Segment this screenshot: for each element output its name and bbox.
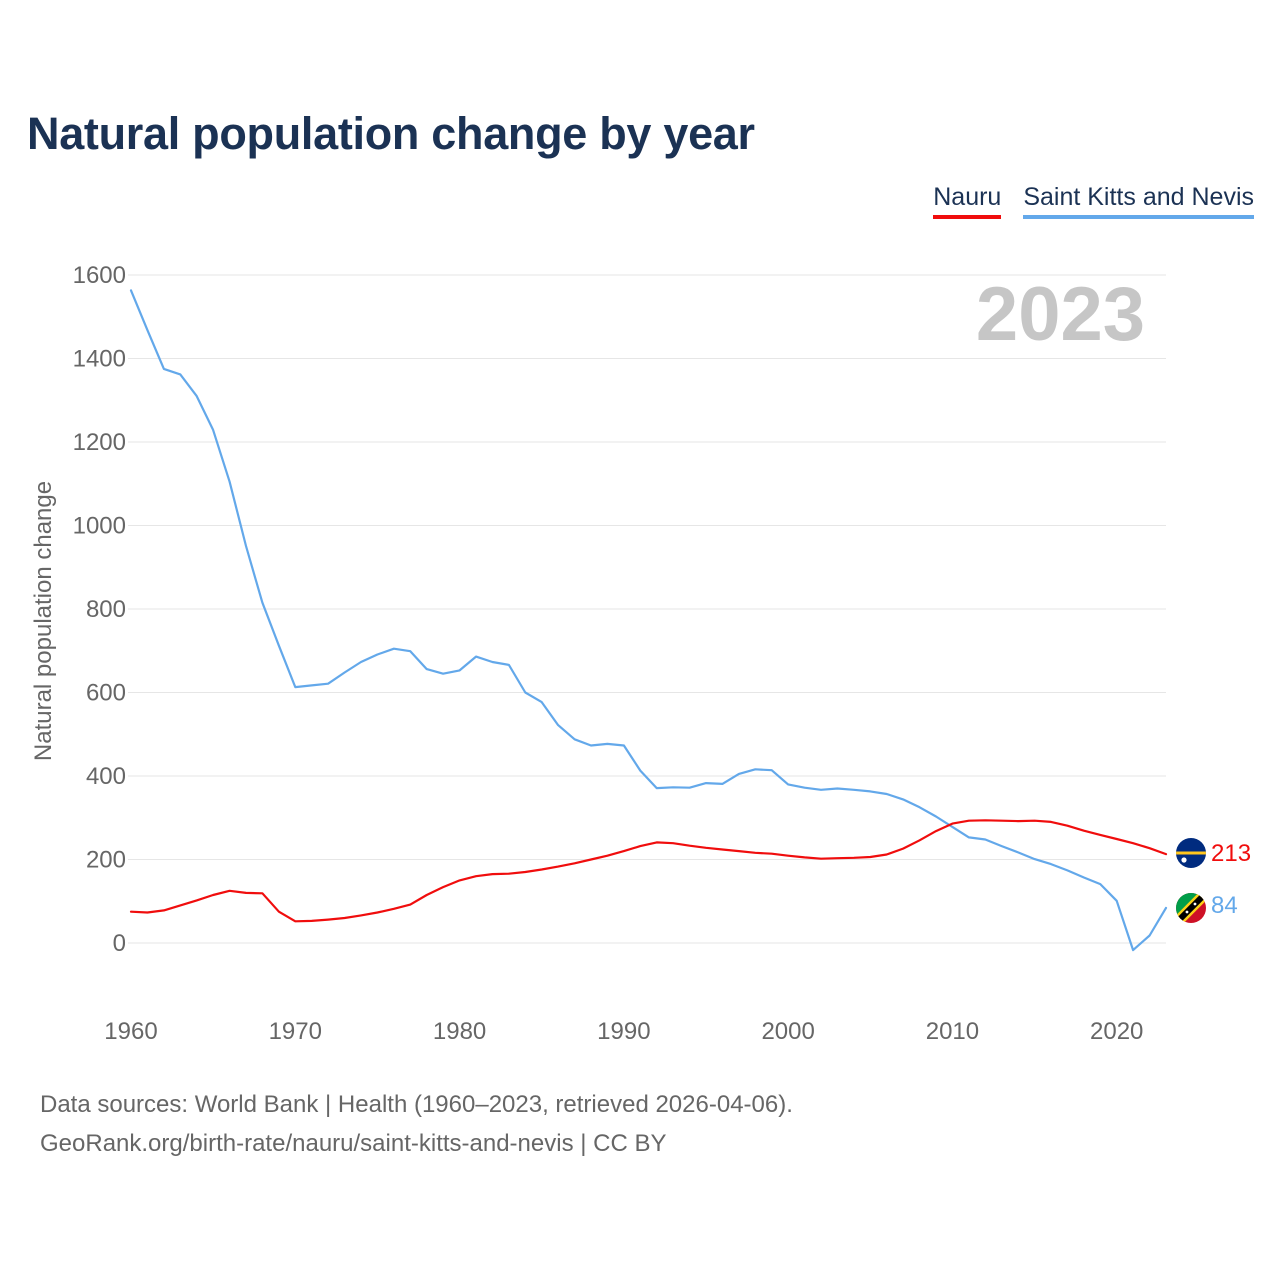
y-tick-label: 1000 [73, 513, 126, 540]
legend-item-nauru[interactable]: Nauru [933, 182, 1002, 219]
chart-title: Natural population change by year [27, 108, 755, 159]
series-line-nauru [129, 819, 1168, 923]
source-link[interactable]: GeoRank.org/birth-rate/nauru/saint-kitts… [40, 1130, 667, 1157]
y-tick-label: 800 [86, 596, 126, 623]
y-tick-label: 1200 [73, 429, 126, 456]
y-tick-label: 1600 [73, 262, 126, 289]
nauru-flag-icon [1176, 838, 1206, 868]
footer: Data sources: World Bank | Health (1960–… [40, 1085, 793, 1163]
x-tick-label: 1980 [433, 1018, 486, 1045]
end-value-label-saint-kitts-and-nevis: 84 [1211, 892, 1238, 919]
x-tick-label: 1970 [269, 1018, 322, 1045]
data-source-text: Data sources: World Bank | Health (1960–… [40, 1091, 793, 1118]
y-tick-label: 400 [86, 763, 126, 790]
y-axis-title: Natural population change [30, 481, 57, 761]
saint-kitts-and-nevis-flag-icon [1176, 893, 1206, 923]
grid-lines [128, 274, 1166, 944]
y-tick-label: 1400 [73, 346, 126, 373]
x-tick-label: 1990 [597, 1018, 650, 1045]
y-tick-label: 600 [86, 680, 126, 707]
y-axis-ticks: 0 200 400 600 800 1000 1200 1400 1600 [73, 262, 126, 957]
series-line-saint-kitts-and-nevis [129, 289, 1168, 952]
y-tick-label: 200 [86, 847, 126, 874]
legend: Nauru Saint Kitts and Nevis [933, 182, 1254, 219]
x-axis-ticks: 1960 1970 1980 1990 2000 2010 2020 [104, 1018, 1143, 1045]
x-tick-label: 2020 [1090, 1018, 1143, 1045]
x-tick-label: 1960 [104, 1018, 157, 1045]
end-value-label-nauru: 213 [1211, 840, 1251, 867]
x-tick-label: 2010 [926, 1018, 979, 1045]
x-tick-label: 2000 [761, 1018, 814, 1045]
legend-item-saint-kitts-and-nevis[interactable]: Saint Kitts and Nevis [1023, 182, 1254, 219]
y-tick-label: 0 [113, 930, 126, 957]
current-year-label: 2023 [976, 272, 1145, 357]
